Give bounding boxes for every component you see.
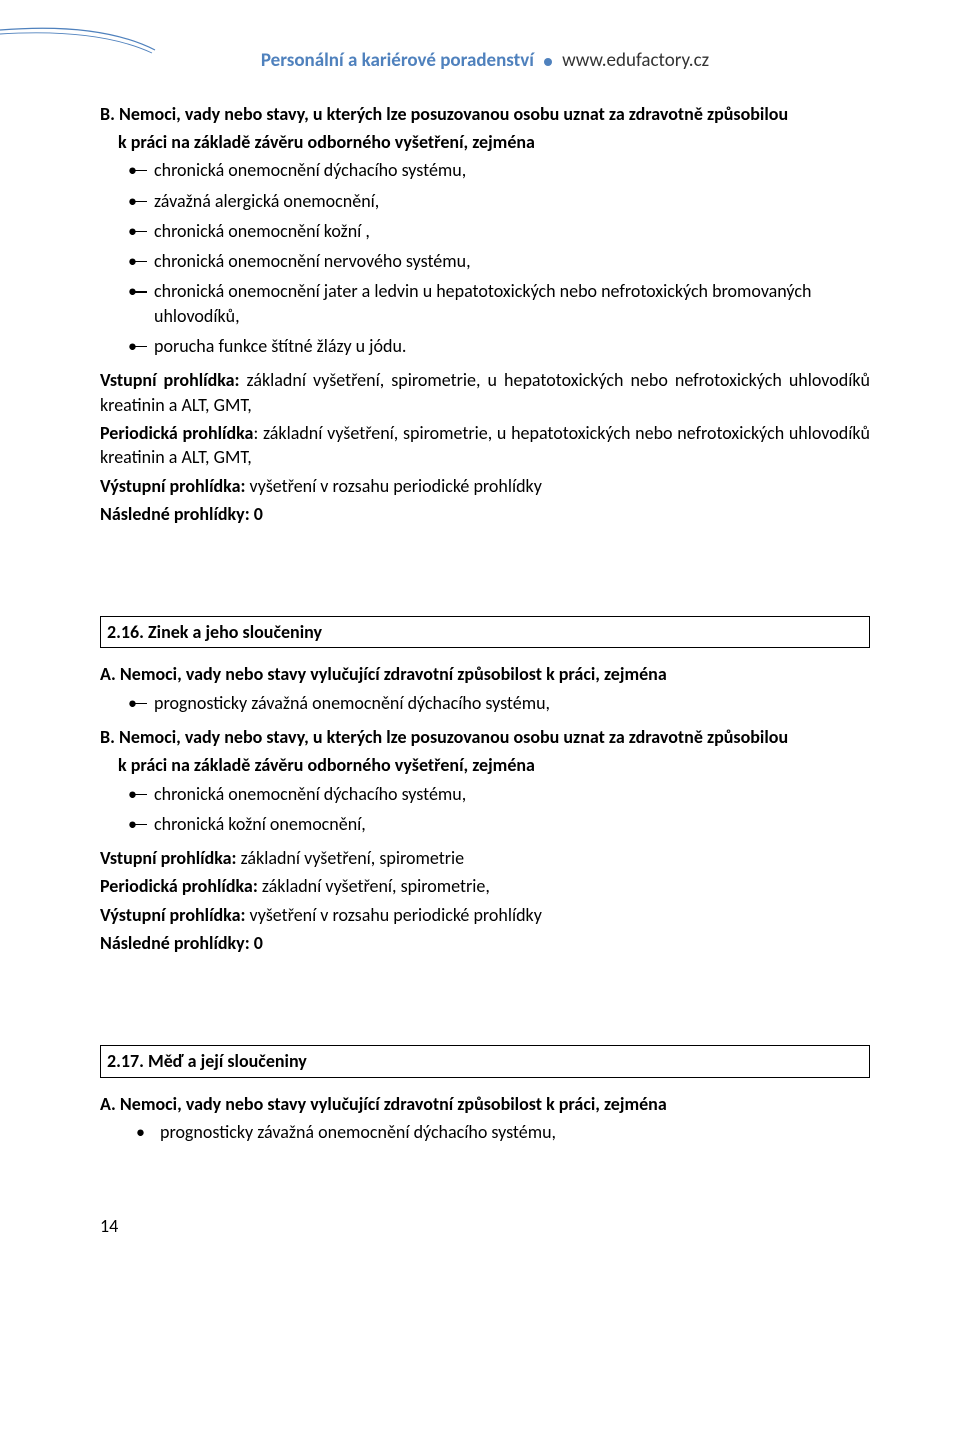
vystupni-prohlidka: Výstupní prohlídka: vyšetření v rozsahu … [100, 474, 870, 498]
vystupni-prohlidka-216: Výstupní prohlídka: vyšetření v rozsahu … [100, 903, 870, 927]
nasledne-prohlidky: Následné prohlídky: 0 [100, 502, 870, 526]
section-216-b-bullets: chronická onemocnění dýchacího systému, … [100, 782, 870, 837]
section-b-heading-cont: k práci na základě závěru odborného vyše… [100, 130, 870, 154]
header-title: Personální a kariérové poradenství [261, 49, 534, 72]
vstupni-prohlidka: Vstupní prohlídka: základní vyšetření, s… [100, 368, 870, 417]
list-item: chronická onemocnění dýchacího systému, [128, 782, 870, 806]
vstupni-label: Vstupní prohlídka: [100, 369, 240, 391]
header-dot-icon [544, 58, 552, 66]
page-number: 14 [100, 1214, 870, 1238]
periodicka-prohlidka: Periodická prohlídka: základní vyšetření… [100, 421, 870, 470]
list-item: závažná alergická onemocnění, [128, 189, 870, 213]
section-217-a-bullets: prognosticky závažná onemocnění dýchacíh… [100, 1120, 870, 1144]
vystupni-label: Výstupní prohlídka: [100, 475, 245, 497]
section-217-a-heading: A. Nemoci, vady nebo stavy vylučující zd… [100, 1092, 870, 1116]
section-216-a-bullets: prognosticky závažná onemocnění dýchacíh… [100, 691, 870, 715]
vystupni-label: Výstupní prohlídka: [100, 904, 245, 926]
nasledne-prohlidky-216: Následné prohlídky: 0 [100, 931, 870, 955]
section-216-a-heading: A. Nemoci, vady nebo stavy vylučující zd… [100, 662, 870, 686]
document-body: B. Nemoci, vady nebo stavy, u kterých lz… [100, 102, 870, 1145]
page-header: Personální a kariérové poradenství www.e… [100, 48, 870, 74]
header-url: www.edufactory.cz [562, 49, 709, 72]
vstupni-label: Vstupní prohlídka: [100, 847, 237, 869]
list-item: chronická onemocnění nervového systému, [128, 249, 870, 273]
section-216-b-heading: B. Nemoci, vady nebo stavy, u kterých lz… [100, 725, 870, 749]
vstupni-prohlidka-216: Vstupní prohlídka: základní vyšetření, s… [100, 846, 870, 870]
list-item: porucha funkce štítné žlázy u jódu. [128, 334, 870, 358]
vystupni-text: vyšetření v rozsahu periodické prohlídky [245, 475, 541, 497]
list-item: chronická kožní onemocnění, [128, 812, 870, 836]
section-216-b-heading-cont: k práci na základě závěru odborného vyše… [100, 753, 870, 777]
list-item: prognosticky závažná onemocnění dýchacíh… [136, 1120, 870, 1144]
vystupni-text: vyšetření v rozsahu periodické prohlídky [245, 904, 541, 926]
header-swoosh-decoration [0, 8, 200, 98]
section-217-title: 2.17. Měď a její sloučeniny [100, 1045, 870, 1077]
periodicka-text: základní vyšetření, spirometrie, [258, 875, 490, 897]
periodicka-prohlidka-216: Periodická prohlídka: základní vyšetření… [100, 874, 870, 898]
vstupni-text: základní vyšetření, spirometrie [237, 847, 465, 869]
periodicka-label: Periodická prohlídka: [100, 875, 258, 897]
periodicka-label: Periodická prohlídka [100, 422, 253, 444]
section-216-title: 2.16. Zinek a jeho sloučeniny [100, 616, 870, 648]
list-item: chronická onemocnění dýchacího systému, [128, 158, 870, 182]
list-item: chronická onemocnění kožní , [128, 219, 870, 243]
list-item: prognosticky závažná onemocnění dýchacíh… [128, 691, 870, 715]
section-b-heading: B. Nemoci, vady nebo stavy, u kterých lz… [100, 102, 870, 126]
section-b-bullets: chronická onemocnění dýchacího systému, … [100, 158, 870, 358]
list-item: chronická onemocnění jater a ledvin u he… [128, 279, 870, 328]
